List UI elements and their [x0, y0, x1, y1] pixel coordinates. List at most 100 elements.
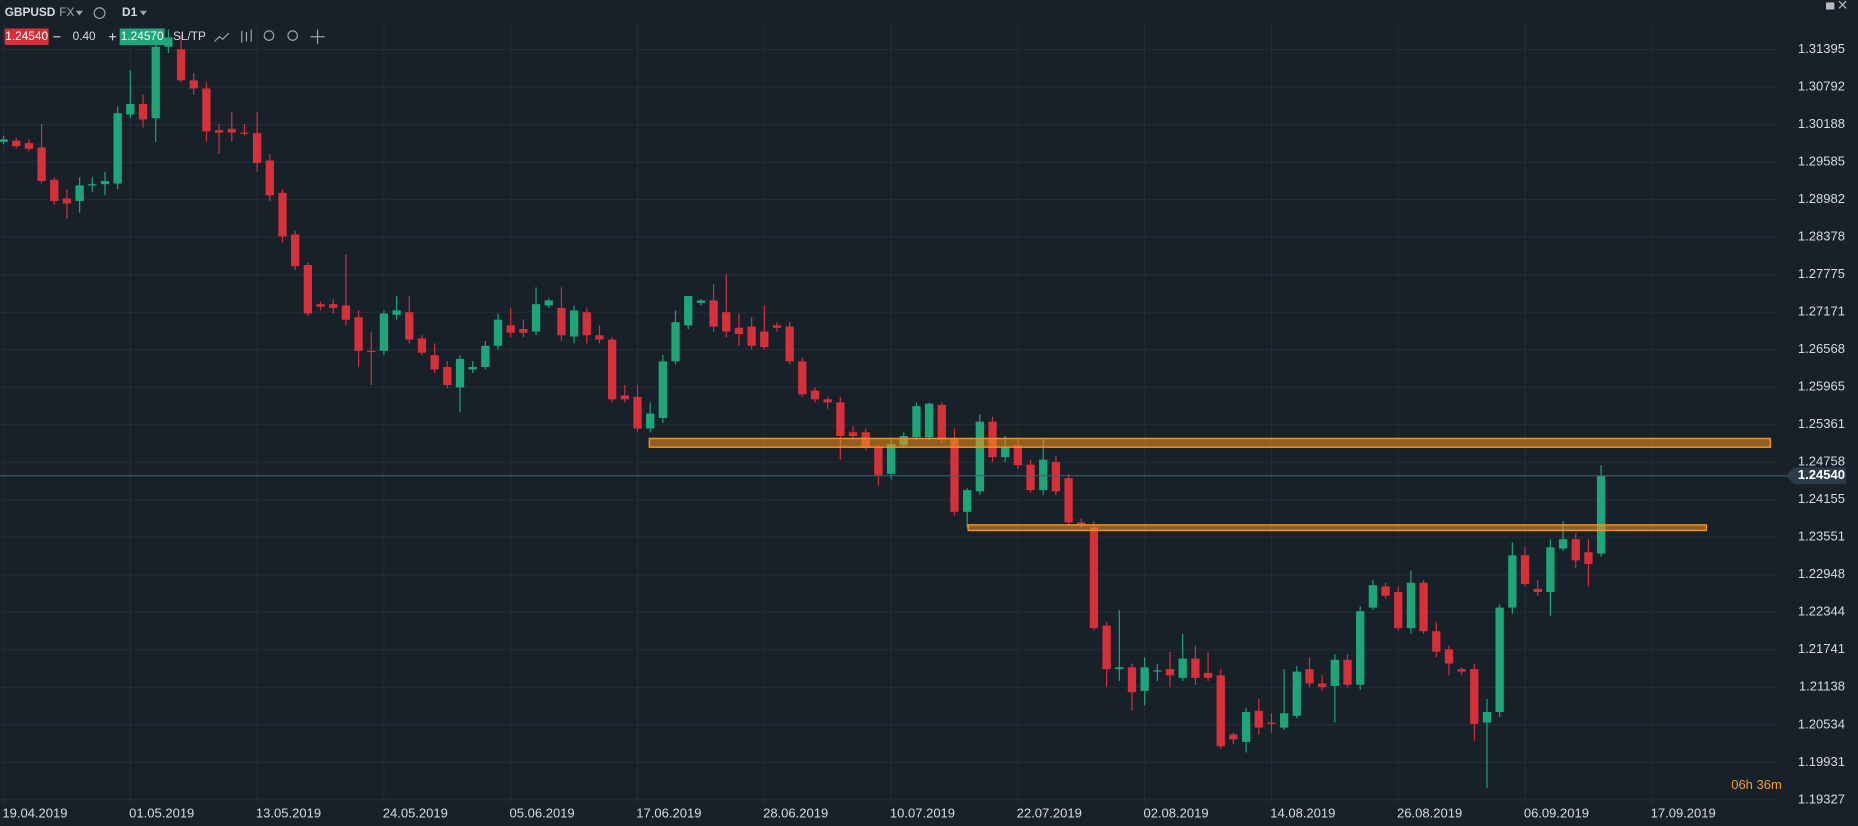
candle-body	[126, 103, 135, 115]
buy-button[interactable]	[119, 28, 165, 46]
candle-body	[455, 358, 465, 388]
candle-body	[37, 147, 46, 182]
candle-body	[113, 113, 122, 184]
candle-body	[519, 329, 528, 333]
candle-body	[582, 312, 591, 336]
candle-tool[interactable]	[241, 29, 252, 43]
y-tick-label: 1.24155	[1798, 491, 1845, 506]
y-tick-label: 1.26568	[1798, 341, 1845, 356]
close-icon[interactable]	[1838, 0, 1847, 9]
candle-body	[760, 331, 769, 348]
candle-body	[481, 345, 490, 367]
candle-body	[1381, 586, 1390, 596]
y-tick-label: 1.22948	[1798, 566, 1845, 581]
y-tick-label: 1.23551	[1798, 529, 1845, 544]
candle-body	[506, 325, 515, 333]
x-tick-label: 28.06.2019	[763, 806, 828, 821]
y-tick-label: 1.19931	[1798, 754, 1845, 769]
x-tick-label: 13.05.2019	[256, 806, 321, 821]
x-tick-label: 01.05.2019	[129, 806, 194, 821]
candle-body	[164, 37, 173, 47]
plus[interactable]	[109, 33, 117, 41]
x-tick-label: 17.09.2019	[1651, 806, 1716, 821]
market[interactable]: FX	[59, 5, 74, 19]
candle-body	[1279, 713, 1289, 728]
zoom-out[interactable]	[263, 30, 275, 41]
candle-body	[138, 103, 148, 120]
candle-body	[937, 404, 946, 440]
candle-body	[1558, 539, 1568, 549]
crosshair[interactable]	[310, 29, 325, 44]
timeframe[interactable]: D1	[122, 5, 138, 19]
window-icon[interactable]	[1826, 2, 1835, 10]
y-tick-label: 1.31395	[1798, 41, 1845, 56]
candle-body	[1584, 552, 1593, 565]
candle-body	[1596, 475, 1606, 554]
y-tick-label: 1.20534	[1798, 716, 1845, 731]
candle-body	[227, 128, 236, 133]
y-tick-label: 1.30792	[1798, 78, 1845, 93]
candle-body	[493, 319, 503, 346]
zoom-in[interactable]	[287, 30, 299, 41]
countdown: 06h 36m	[1731, 777, 1782, 792]
candle-body	[734, 327, 744, 335]
candle-body	[12, 140, 21, 147]
candle-body	[354, 317, 363, 351]
info-icon[interactable]	[93, 7, 106, 20]
candle-body	[291, 234, 300, 267]
x-tick-label: 26.08.2019	[1397, 806, 1462, 821]
line-tool[interactable]	[214, 32, 230, 42]
candle-body	[1394, 592, 1403, 629]
candle-body	[1254, 710, 1263, 728]
candle-body	[1318, 683, 1327, 688]
x-tick-label: 06.09.2019	[1524, 806, 1589, 821]
candle-body	[329, 304, 338, 308]
candle-body	[1013, 445, 1023, 466]
candle-body	[1216, 675, 1225, 747]
dropdown[interactable]	[75, 10, 83, 16]
candle-body	[1077, 522, 1086, 525]
x-tick-label: 10.07.2019	[890, 806, 955, 821]
candle-body	[1520, 555, 1530, 584]
symbol[interactable]: GBPUSD	[5, 5, 56, 19]
y-tick-label: 1.22344	[1798, 604, 1845, 619]
candle-body	[1039, 459, 1048, 491]
candle-body	[240, 132, 249, 134]
candle-body	[633, 396, 642, 429]
candle-body	[836, 402, 845, 436]
candle-body	[278, 192, 287, 237]
sell-button[interactable]	[4, 28, 49, 46]
candle-body	[202, 88, 211, 132]
dropdown[interactable]	[139, 10, 147, 16]
candle-body	[252, 133, 262, 164]
candle-body	[1546, 547, 1555, 593]
candle-body	[443, 366, 452, 385]
candle-body	[265, 160, 274, 196]
y-tick-label: 1.21138	[1799, 679, 1845, 694]
candle-body	[595, 335, 604, 340]
grid	[0, 23, 1778, 804]
candle-body	[303, 264, 312, 314]
x-tick-label: 19.04.2019	[2, 806, 67, 821]
candle-body	[1178, 658, 1187, 678]
candle-body	[1267, 722, 1276, 724]
candle-body	[912, 406, 921, 438]
candle-body	[709, 300, 718, 327]
x-tick-label: 22.07.2019	[1017, 806, 1082, 821]
candle-body	[1305, 669, 1314, 684]
candle-body	[62, 198, 72, 204]
y-tick-label: 1.28982	[1798, 191, 1845, 206]
candle-body	[886, 444, 896, 474]
ask: 1.24570	[121, 29, 164, 43]
price-label: 1.24540	[1798, 467, 1845, 482]
candle-body	[772, 325, 782, 328]
zone	[648, 437, 1772, 448]
candle-body	[50, 179, 59, 201]
candle-body	[531, 304, 541, 332]
sltp[interactable]: SL/TP	[173, 29, 206, 43]
candle-body	[1444, 649, 1454, 664]
candle-body	[1064, 478, 1073, 523]
candle-body	[0, 139, 8, 142]
candle-body	[1241, 712, 1251, 742]
